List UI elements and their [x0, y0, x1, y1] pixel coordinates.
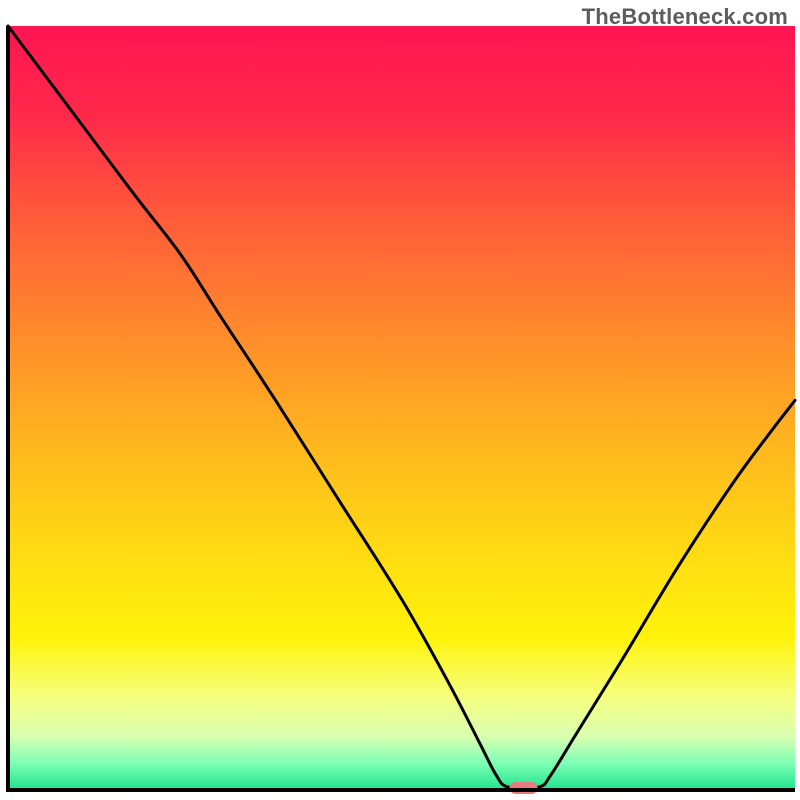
- chart-background: [8, 26, 795, 790]
- bottleneck-curve-chart: [0, 0, 800, 800]
- chart-container: TheBottleneck.com: [0, 0, 800, 800]
- watermark-text: TheBottleneck.com: [582, 4, 788, 30]
